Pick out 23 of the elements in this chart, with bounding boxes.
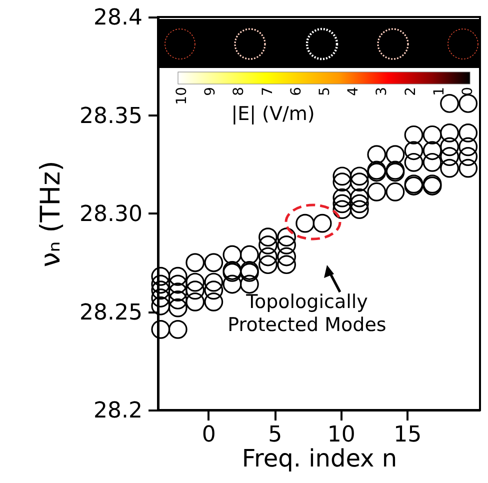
annotation: 10 (174, 87, 190, 105)
annotation: 3 (374, 87, 390, 96)
annotation: 8 (231, 87, 248, 96)
x-tick-label: 15 (394, 422, 422, 448)
y-tick-label: 28.25 (80, 300, 142, 326)
y-axis-title: νₙ (THz) (36, 160, 67, 268)
y-tick-label: 28.4 (94, 6, 142, 30)
annotation: 2 (402, 87, 419, 96)
y-tick-label: 28.2 (94, 398, 142, 424)
annotation: Topologically Protected Modes (228, 291, 386, 336)
annotation: 7 (260, 87, 276, 96)
color-bar-title: |E| (V/m) (231, 103, 315, 125)
annotation: 9 (202, 87, 219, 96)
annotation: 1 (431, 87, 448, 96)
y-tick-label: 28.35 (80, 104, 142, 129)
annotation: 5 (317, 87, 333, 96)
x-tick-label: 5 (268, 422, 282, 448)
x-tick-label: 0 (202, 422, 216, 448)
x-axis-title: Freq. index n (242, 444, 398, 472)
x-tick-label: 10 (327, 422, 356, 448)
y-tick-label: 28.30 (80, 202, 142, 227)
annotation: 4 (346, 86, 362, 96)
annotation: 6 (288, 86, 304, 96)
